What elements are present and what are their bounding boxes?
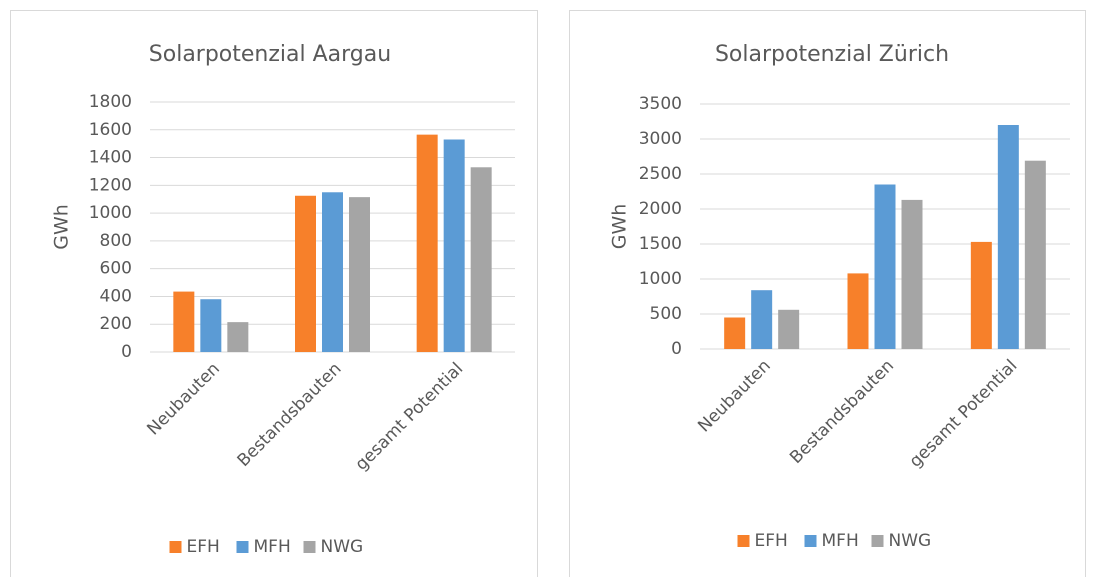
bar (227, 322, 249, 352)
y-tick-label: 1400 (89, 148, 132, 168)
legend-label: NWG (321, 537, 364, 557)
legend-label: NWG (889, 531, 932, 551)
bar (200, 299, 222, 352)
legend-swatch (169, 541, 182, 553)
y-tick-label: 1600 (89, 120, 132, 140)
legend-label: EFH (187, 537, 220, 557)
y-tick-label: 2500 (639, 164, 682, 184)
legend-swatch (303, 541, 316, 553)
y-tick-label: 1800 (89, 92, 132, 112)
bar (997, 125, 1019, 349)
chart-title: Solarpotenzial Aargau (149, 42, 391, 67)
y-axis-label: GWh (51, 204, 73, 250)
y-tick-label: 800 (100, 231, 132, 251)
y-tick-label: 0 (121, 342, 132, 362)
y-tick-label: 0 (671, 339, 682, 359)
bar (295, 195, 316, 352)
y-tick-label: 2000 (639, 199, 682, 219)
bar (724, 317, 746, 349)
y-tick-label: 600 (100, 259, 132, 279)
y-tick-label: 400 (100, 286, 132, 306)
bar (970, 241, 992, 349)
bar (751, 290, 773, 349)
legend-label: MFH (254, 537, 291, 557)
bar (416, 134, 438, 352)
legend-label: MFH (822, 531, 859, 551)
chart-title: Solarpotenzial Zürich (715, 42, 949, 67)
bar (173, 291, 195, 352)
y-tick-label: 1500 (639, 234, 682, 254)
y-tick-label: 3500 (639, 94, 682, 114)
bar (443, 139, 465, 352)
y-tick-label: 200 (100, 314, 132, 334)
legend-swatch (236, 541, 249, 553)
legend-swatch (737, 535, 750, 547)
y-axis-label: GWh (609, 204, 631, 250)
bar (1024, 160, 1046, 349)
bar (901, 199, 923, 349)
bar (349, 197, 370, 352)
bar (470, 167, 492, 352)
legend-swatch (871, 535, 884, 547)
y-tick-label: 3000 (639, 129, 682, 149)
y-tick-label: 1200 (89, 175, 132, 195)
bar (847, 273, 869, 349)
legend-label: EFH (755, 531, 788, 551)
y-tick-label: 1000 (89, 203, 132, 223)
y-tick-label: 500 (650, 304, 682, 324)
y-tick-label: 1000 (639, 269, 682, 289)
bar (322, 192, 343, 352)
bar (778, 309, 800, 349)
legend-swatch (804, 535, 817, 547)
bar (874, 184, 896, 349)
